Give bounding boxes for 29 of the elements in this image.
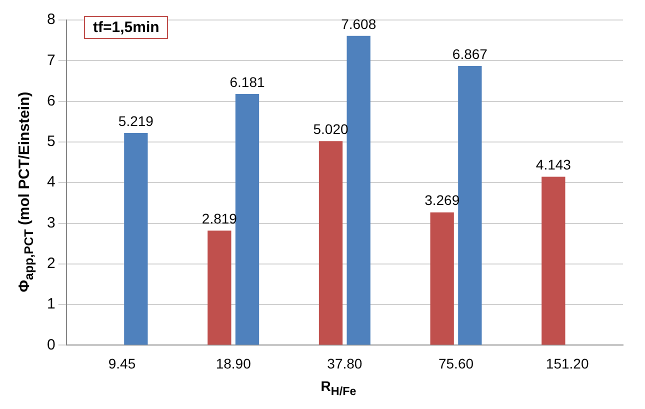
x-tick-label: 37.80 bbox=[327, 355, 362, 372]
bar bbox=[235, 94, 260, 345]
bar bbox=[124, 133, 148, 345]
bar bbox=[430, 212, 454, 345]
y-tick-label: 4 bbox=[47, 174, 56, 191]
x-tick-label: 151.20 bbox=[546, 355, 589, 372]
y-tick-label: 7 bbox=[47, 52, 56, 69]
bar bbox=[318, 141, 343, 345]
y-tick-label: 2 bbox=[47, 255, 56, 272]
x-tick-label: 9.45 bbox=[108, 355, 136, 372]
data-label: 6.867 bbox=[452, 46, 488, 62]
data-label: 7.608 bbox=[341, 16, 376, 32]
data-label: 6.181 bbox=[230, 74, 265, 90]
y-tick-label: 1 bbox=[47, 296, 56, 313]
annotation: tf=1,5min bbox=[84, 16, 168, 39]
x-tick-label: 75.60 bbox=[438, 355, 474, 372]
y-tick-label: 6 bbox=[47, 92, 56, 110]
y-tick-label: 0 bbox=[47, 336, 56, 354]
x-tick-label: 18.90 bbox=[216, 355, 252, 372]
x-axis-title: R$_{H/Fe}$ bbox=[320, 378, 358, 398]
data-label: 4.143 bbox=[536, 156, 572, 173]
y-tick-label: 5 bbox=[47, 133, 56, 150]
y-tick-label: 3 bbox=[47, 214, 56, 232]
bar bbox=[208, 230, 232, 345]
bar bbox=[346, 36, 370, 345]
data-label: 5.219 bbox=[118, 112, 154, 129]
bar bbox=[458, 66, 482, 345]
y-tick-label: 8 bbox=[47, 11, 56, 28]
bar bbox=[542, 176, 566, 345]
